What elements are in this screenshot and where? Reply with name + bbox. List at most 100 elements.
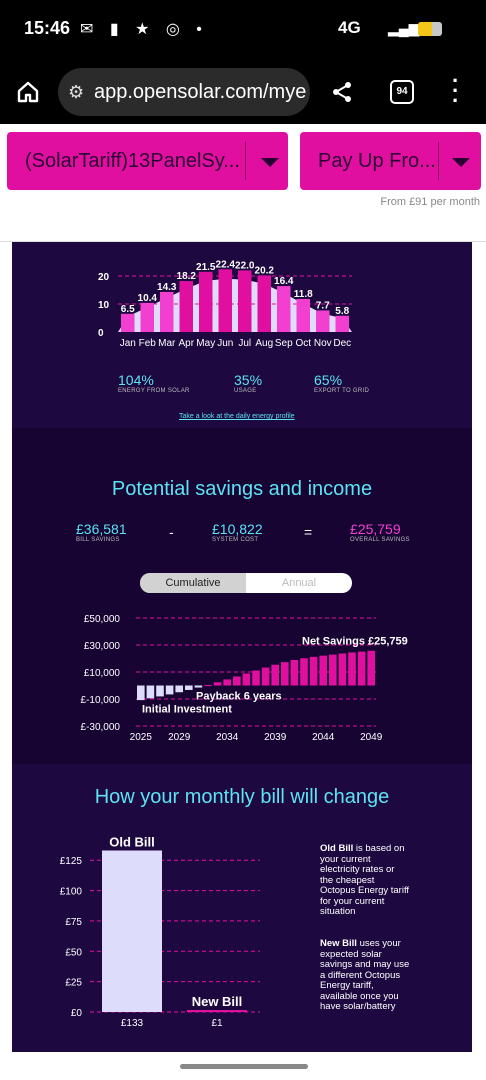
system-select[interactable]: (SolarTariff)13PanelSy... <box>7 132 288 190</box>
x-tick-label: Jun <box>217 338 233 349</box>
bill-value-label: £133 <box>121 1018 144 1029</box>
stat-value: £36,581 <box>76 521 127 537</box>
stat-label: BILL SAVINGS <box>76 537 120 543</box>
stat-value: £25,759 <box>350 521 401 537</box>
month-bar <box>199 271 213 332</box>
month-bar <box>140 302 154 332</box>
x-tick-label: Apr <box>178 338 194 349</box>
bar-value-label: 7.7 <box>316 300 330 311</box>
tab-cumulative[interactable]: Cumulative <box>140 573 246 593</box>
daily-profile-link[interactable]: Take a look at the daily energy profile <box>179 413 295 420</box>
minus-sign: - <box>169 524 174 540</box>
month-bar <box>179 281 193 332</box>
x-tick-label: Jul <box>238 338 251 349</box>
bill-bar-label: New Bill <box>192 994 243 1009</box>
bill-title: How your monthly bill will change <box>94 786 390 808</box>
month-bar <box>238 270 252 332</box>
cumulative-savings-chart: £50,000 £30,000 £10,000 £-10,000 £-30,000 202… <box>81 614 408 743</box>
stat-label: USAGE <box>234 388 257 394</box>
x-tick-label: 2029 <box>168 732 191 743</box>
x-tick-label: Sep <box>275 338 293 349</box>
cumulative-annual-toggle[interactable]: Cumulative Annual <box>140 573 352 593</box>
system-select-value: (SolarTariff)13PanelSy... <box>25 150 240 172</box>
bill-savings: £36,581 BILL SAVINGS <box>76 521 127 543</box>
network-indicator: 4G <box>338 18 361 37</box>
x-tick-label: Aug <box>255 338 273 349</box>
bar-value-label: 22.0 <box>235 260 255 271</box>
notification-icons: ✉ ▮ ★ ◎ • <box>80 21 208 38</box>
bill-bar <box>187 1010 247 1012</box>
monthly-production-chart: 20 10 0 6.5 Jan 10.4 Feb 14.3 Mar 18.2 Apr 21.5 May 2… <box>98 259 352 349</box>
x-tick-label: Oct <box>295 338 311 349</box>
y-tick-label: £100 <box>60 887 83 898</box>
savings-bar <box>213 682 222 686</box>
savings-bar <box>175 685 183 693</box>
month-bar <box>296 298 310 332</box>
bill-bar-label: Old Bill <box>109 835 155 850</box>
payment-select[interactable]: Pay Up Fro... <box>300 132 481 190</box>
month-bar <box>218 269 232 332</box>
share-icon[interactable] <box>330 80 354 104</box>
x-tick-label: 2049 <box>360 732 383 743</box>
monthly-bill-chart: £125 £100 £75 £50 £25 £0 Old Bill £133 New Bill £… <box>60 835 260 1029</box>
x-tick-label: Jan <box>120 338 136 349</box>
stat-usage: 35% USAGE <box>234 372 262 394</box>
bar-value-label: 22.4 <box>216 259 236 270</box>
stat-label: SYSTEM COST <box>212 537 259 543</box>
chevron-down-icon <box>261 158 279 167</box>
savings-bar <box>348 652 356 686</box>
savings-title: Potential savings and income <box>111 478 373 500</box>
payment-select-value: Pay Up Fro... <box>318 150 436 172</box>
y-tick-label: 20 <box>98 272 110 283</box>
savings-bar <box>165 685 174 695</box>
menu-dots-icon[interactable]: · · · <box>452 68 460 113</box>
new-bill-note: New Bill uses your expected solar saving… <box>320 938 410 1013</box>
savings-bar <box>194 685 203 688</box>
bill-panel: How your monthly bill will change £125 £1… <box>12 764 472 1052</box>
savings-bar <box>367 650 375 686</box>
savings-bar <box>338 653 347 686</box>
tab-switcher-button[interactable]: 94 <box>390 80 414 104</box>
status-bar: 15:46 ✉ ▮ ★ ◎ • 4G ▂▄▆ <box>0 0 486 60</box>
bill-bar <box>102 850 162 1012</box>
system-cost: £10,822 SYSTEM COST <box>212 521 263 543</box>
y-tick-label: £25 <box>65 978 82 989</box>
savings-bar <box>233 676 241 686</box>
month-bar <box>277 286 291 332</box>
url-text: app.opensolar.com/mye <box>94 81 307 103</box>
savings-panel: Potential savings and income £36,581 BIL… <box>12 428 472 764</box>
savings-bar <box>357 651 366 686</box>
month-bar <box>316 310 330 332</box>
stat-export: 65% EXPORT TO GRID <box>314 372 369 394</box>
month-bar <box>160 291 174 332</box>
tab-annual[interactable]: Annual <box>281 577 317 589</box>
savings-bar <box>252 670 260 686</box>
savings-bar <box>309 656 318 686</box>
y-tick-label: 0 <box>98 328 104 339</box>
x-tick-label: 2025 <box>130 732 153 743</box>
site-settings-icon[interactable]: ⚙ <box>68 82 85 102</box>
y-tick-label: £-10,000 <box>81 695 121 706</box>
old-bill-note: Old Bill is based on your current electr… <box>320 843 410 918</box>
savings-bar <box>271 664 279 686</box>
stat-energy-from-solar: 104% ENERGY FROM SOLAR <box>118 372 190 394</box>
stat-value: £10,822 <box>212 521 263 537</box>
home-icon[interactable] <box>16 80 40 104</box>
battery-icon <box>418 22 442 36</box>
x-tick-label: 2039 <box>264 732 287 743</box>
y-tick-label: 10 <box>98 300 110 311</box>
savings-bar <box>146 685 155 699</box>
savings-bar <box>204 684 212 686</box>
url-bar[interactable]: ⚙ app.opensolar.com/mye <box>58 68 310 116</box>
note-new-bold: New Bill <box>320 938 357 949</box>
savings-bar <box>329 654 337 686</box>
bill-value-label: £1 <box>211 1018 223 1029</box>
y-tick-label: £0 <box>71 1008 83 1019</box>
savings-bar <box>300 658 308 686</box>
stat-label: ENERGY FROM SOLAR <box>118 388 190 394</box>
usage-area <box>118 278 352 332</box>
note-old-bold: Old Bill <box>320 843 354 854</box>
x-tick-label: 2044 <box>312 732 335 743</box>
x-tick-label: Nov <box>314 338 332 349</box>
stat-label: EXPORT TO GRID <box>314 388 370 394</box>
